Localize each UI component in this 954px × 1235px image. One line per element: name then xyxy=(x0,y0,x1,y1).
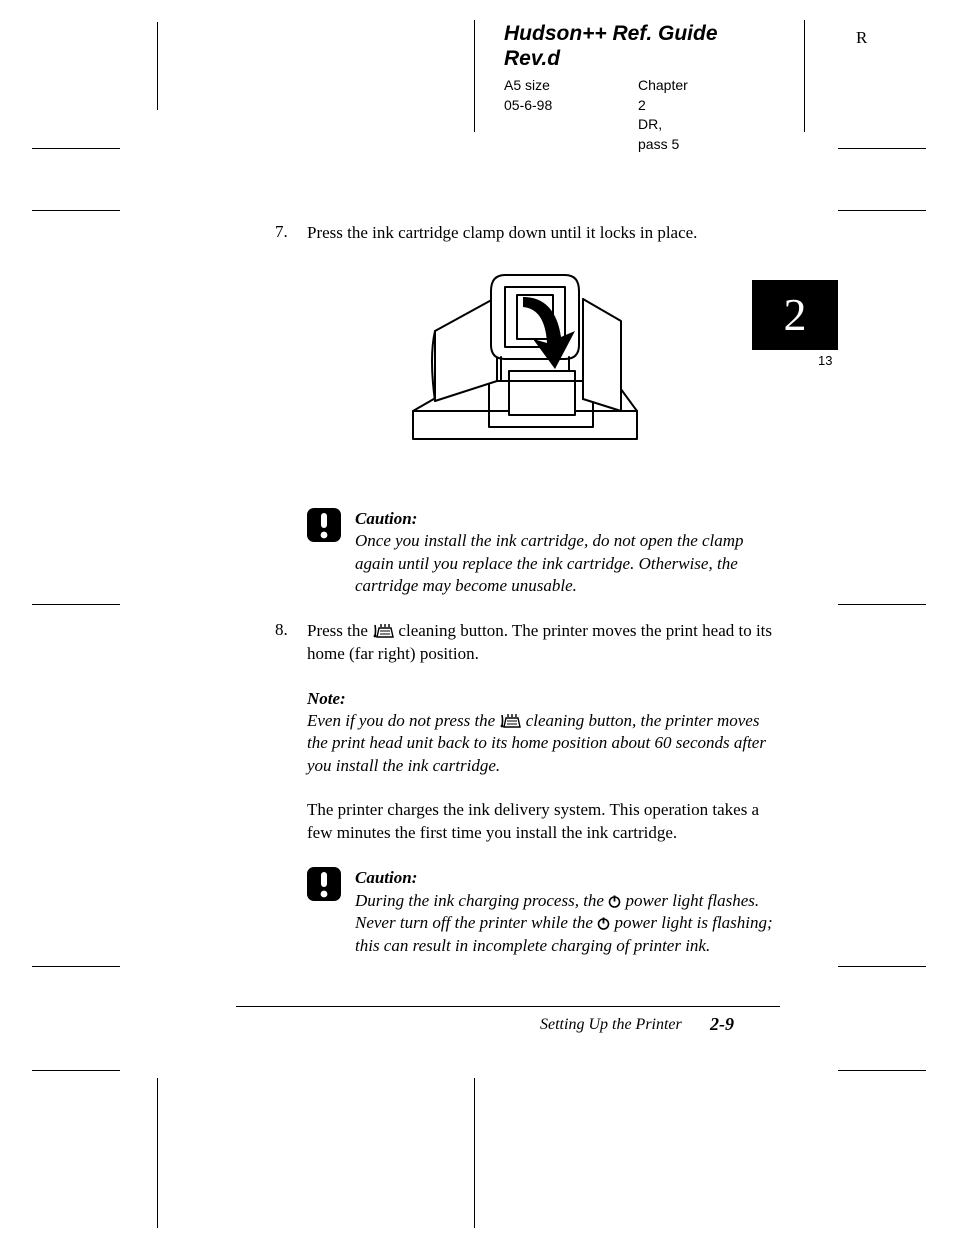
step8-pre: Press the xyxy=(307,621,372,640)
caution-block-2: Caution: During the ink charging process… xyxy=(307,867,775,957)
title-line1: Hudson++ Ref. Guide xyxy=(504,22,718,45)
chapter-tab-sub: 13 xyxy=(818,353,832,368)
page: Hudson++ Ref. Guide Rev.d A5 size 05-6-9… xyxy=(0,0,954,1235)
crop-mark xyxy=(157,1078,158,1228)
caution-text: Caution: Once you install the ink cartri… xyxy=(347,508,775,598)
paragraph-charging: The printer charges the ink delivery sys… xyxy=(307,799,775,845)
step-text: Press the cleaning button. The printer m… xyxy=(307,620,775,666)
crop-mark xyxy=(32,604,120,605)
note-pre: Even if you do not press the xyxy=(307,711,499,730)
step-number: 7. xyxy=(275,222,307,245)
caution-lead: Caution: xyxy=(355,868,417,887)
caution-lead: Caution: xyxy=(355,509,417,528)
doc-title: Hudson++ Ref. Guide Rev.d xyxy=(504,22,794,72)
caution-block-1: Caution: Once you install the ink cartri… xyxy=(307,508,775,598)
crop-mark xyxy=(157,22,158,110)
header-divider xyxy=(804,20,805,132)
crop-mark xyxy=(838,148,926,149)
title-line2: Rev.d xyxy=(504,47,560,70)
step-number: 8. xyxy=(275,620,307,666)
note-block: Note: Even if you do not press the clean… xyxy=(307,688,775,778)
power-icon xyxy=(597,917,610,930)
illustration-cartridge-clamp xyxy=(275,261,775,486)
caution-icon xyxy=(307,508,347,598)
corner-marker: R xyxy=(856,28,867,48)
meta-a5: A5 size xyxy=(504,76,552,96)
chapter-digit: 2 xyxy=(784,289,807,340)
cleaning-button-icon xyxy=(372,624,394,638)
content-column: 7. Press the ink cartridge clamp down un… xyxy=(275,222,775,979)
caution-icon xyxy=(307,867,347,957)
caution-text: Caution: During the ink charging process… xyxy=(347,867,775,957)
crop-mark xyxy=(838,210,926,211)
power-icon xyxy=(608,895,621,908)
caution-body: Once you install the ink cartridge, do n… xyxy=(355,531,744,595)
crop-mark xyxy=(838,966,926,967)
note-lead: Note: xyxy=(307,689,346,708)
printer-cartridge-diagram xyxy=(405,261,645,481)
header-divider xyxy=(474,20,475,132)
step-text: Press the ink cartridge clamp down until… xyxy=(307,222,775,245)
meta-chapter: Chapter 2 xyxy=(638,76,688,115)
cleaning-button-icon xyxy=(499,714,521,728)
step-8: 8. Press the cleaning button. The printe… xyxy=(275,620,775,666)
doc-meta: A5 size 05-6-98 Chapter 2 DR, pass 5 xyxy=(504,76,552,115)
crop-mark xyxy=(474,1078,475,1228)
footer-section: Setting Up the Printer xyxy=(540,1016,682,1034)
meta-pass: DR, pass 5 xyxy=(638,115,688,154)
crop-mark xyxy=(32,148,120,149)
caution2-a: During the ink charging process, the xyxy=(355,891,608,910)
meta-date: 05-6-98 xyxy=(504,96,552,116)
crop-mark xyxy=(32,1070,120,1071)
crop-mark xyxy=(838,1070,926,1071)
footer-rule xyxy=(236,1006,780,1007)
step-7: 7. Press the ink cartridge clamp down un… xyxy=(275,222,775,245)
footer-page: 2-9 xyxy=(710,1014,734,1035)
crop-mark xyxy=(32,210,120,211)
crop-mark xyxy=(32,966,120,967)
crop-mark xyxy=(838,604,926,605)
